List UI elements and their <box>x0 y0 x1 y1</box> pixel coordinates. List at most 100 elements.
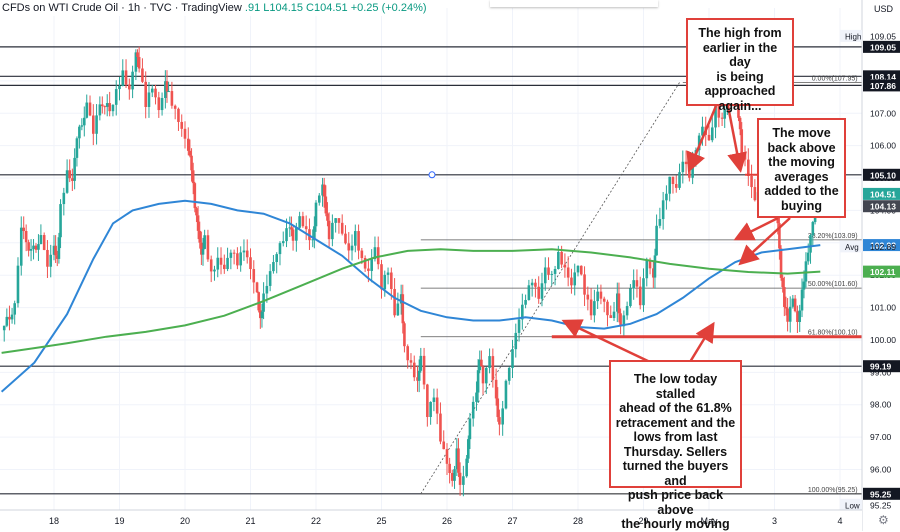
candle-body <box>747 159 750 177</box>
callout-high-text: The high from earlier in the day is bein… <box>698 26 782 113</box>
candle-body <box>658 219 662 226</box>
price-tag-bg <box>863 40 900 53</box>
annotation-arrow <box>738 217 791 266</box>
candle-body <box>354 231 357 246</box>
candle-body <box>707 134 711 141</box>
candle-body <box>399 294 403 304</box>
gear-icon[interactable]: ⚙ <box>878 513 889 527</box>
candle-body <box>524 299 527 305</box>
candle-body <box>448 463 451 474</box>
candle-body <box>46 249 49 267</box>
candle-body <box>653 255 657 278</box>
candle-body <box>563 264 567 268</box>
candle-body <box>223 264 226 270</box>
candle-body <box>32 245 35 250</box>
candle-body <box>167 91 170 93</box>
candle-body <box>24 231 28 243</box>
candle-body <box>401 294 405 324</box>
price-tag: 109.05 <box>870 31 896 41</box>
candle-body <box>714 104 717 128</box>
candle-body <box>426 384 429 418</box>
candle-body <box>517 319 521 333</box>
candle-body <box>317 195 321 203</box>
time-tick-label: 21 <box>245 516 255 526</box>
candle-body <box>645 260 649 279</box>
time-tick-label: 28 <box>573 516 583 526</box>
candle-body <box>360 250 364 259</box>
candle-body <box>406 346 409 361</box>
candle-body <box>494 379 498 399</box>
fib-label: 100.00%(95.25) <box>808 487 858 494</box>
candle-body <box>435 397 439 414</box>
candle-body <box>57 237 61 259</box>
candle-body <box>357 231 360 251</box>
candle-body <box>183 128 187 139</box>
candle-body <box>363 258 367 269</box>
candle-body <box>576 265 580 273</box>
candle-body <box>496 398 500 418</box>
candle-body <box>514 332 518 350</box>
fib-label: 38.20%(103.09) <box>808 233 858 240</box>
candle-body <box>255 282 259 293</box>
candle-body <box>260 311 264 319</box>
candle-body <box>147 92 151 107</box>
price-tick-label: 98.00 <box>870 400 892 410</box>
candle-body <box>778 223 781 249</box>
candle-body <box>802 281 806 290</box>
candle-body <box>417 370 421 381</box>
candle-body <box>337 218 341 223</box>
candle-body <box>141 68 144 82</box>
candle-body <box>619 313 622 327</box>
candle-body <box>128 84 131 90</box>
candle-body <box>344 233 347 244</box>
candle-body <box>314 202 318 227</box>
candle-body <box>560 251 563 265</box>
candle-body <box>188 150 192 156</box>
candle-body <box>570 277 573 286</box>
candle-body <box>737 95 740 118</box>
candle-body <box>334 218 337 223</box>
candle-body <box>806 252 810 262</box>
symbol-title: CFDs on WTI Crude Oil · 1h · TVC · Tradi… <box>2 2 242 14</box>
candle-body <box>655 225 658 256</box>
candle-body <box>191 170 195 184</box>
candle-body <box>144 81 147 107</box>
candle-body <box>383 274 387 290</box>
candle-body <box>170 91 174 106</box>
price-tag: 104.51 <box>870 189 896 199</box>
candle-body <box>39 235 43 245</box>
fib-trend-line <box>420 82 680 495</box>
candle-body <box>811 222 815 236</box>
candle-body <box>213 269 216 272</box>
candle-body <box>19 227 23 266</box>
candle-body <box>326 213 329 221</box>
candle-body <box>114 89 118 105</box>
candle-body <box>442 441 446 450</box>
candle-body <box>16 265 20 304</box>
candle-body <box>390 272 393 289</box>
candle-body <box>462 476 465 485</box>
candle-body <box>206 235 210 260</box>
fib-label: 0.00%(107.95) <box>812 75 858 82</box>
candle-body <box>136 52 139 57</box>
candle-body <box>439 413 442 442</box>
candle-body <box>668 176 671 194</box>
price-tick-label: 107.00 <box>870 108 896 118</box>
candle-body <box>219 257 223 265</box>
time-tick-label: 26 <box>442 516 452 526</box>
candle-body <box>521 304 524 320</box>
candle-body <box>288 227 292 229</box>
candle-body <box>327 220 331 240</box>
time-tick-label: 4 <box>837 516 842 526</box>
callout-move-text: The move back above the moving averages … <box>764 126 839 213</box>
candle-body <box>602 298 606 302</box>
candle-body <box>478 359 482 371</box>
candle-body <box>589 299 593 316</box>
candle-body <box>476 370 480 393</box>
candle-body <box>553 268 557 274</box>
candle-body <box>791 298 795 307</box>
candle-body <box>150 88 154 93</box>
price-tag-label-bg <box>840 498 862 511</box>
candle-body <box>103 106 107 108</box>
candle-body <box>42 235 46 250</box>
